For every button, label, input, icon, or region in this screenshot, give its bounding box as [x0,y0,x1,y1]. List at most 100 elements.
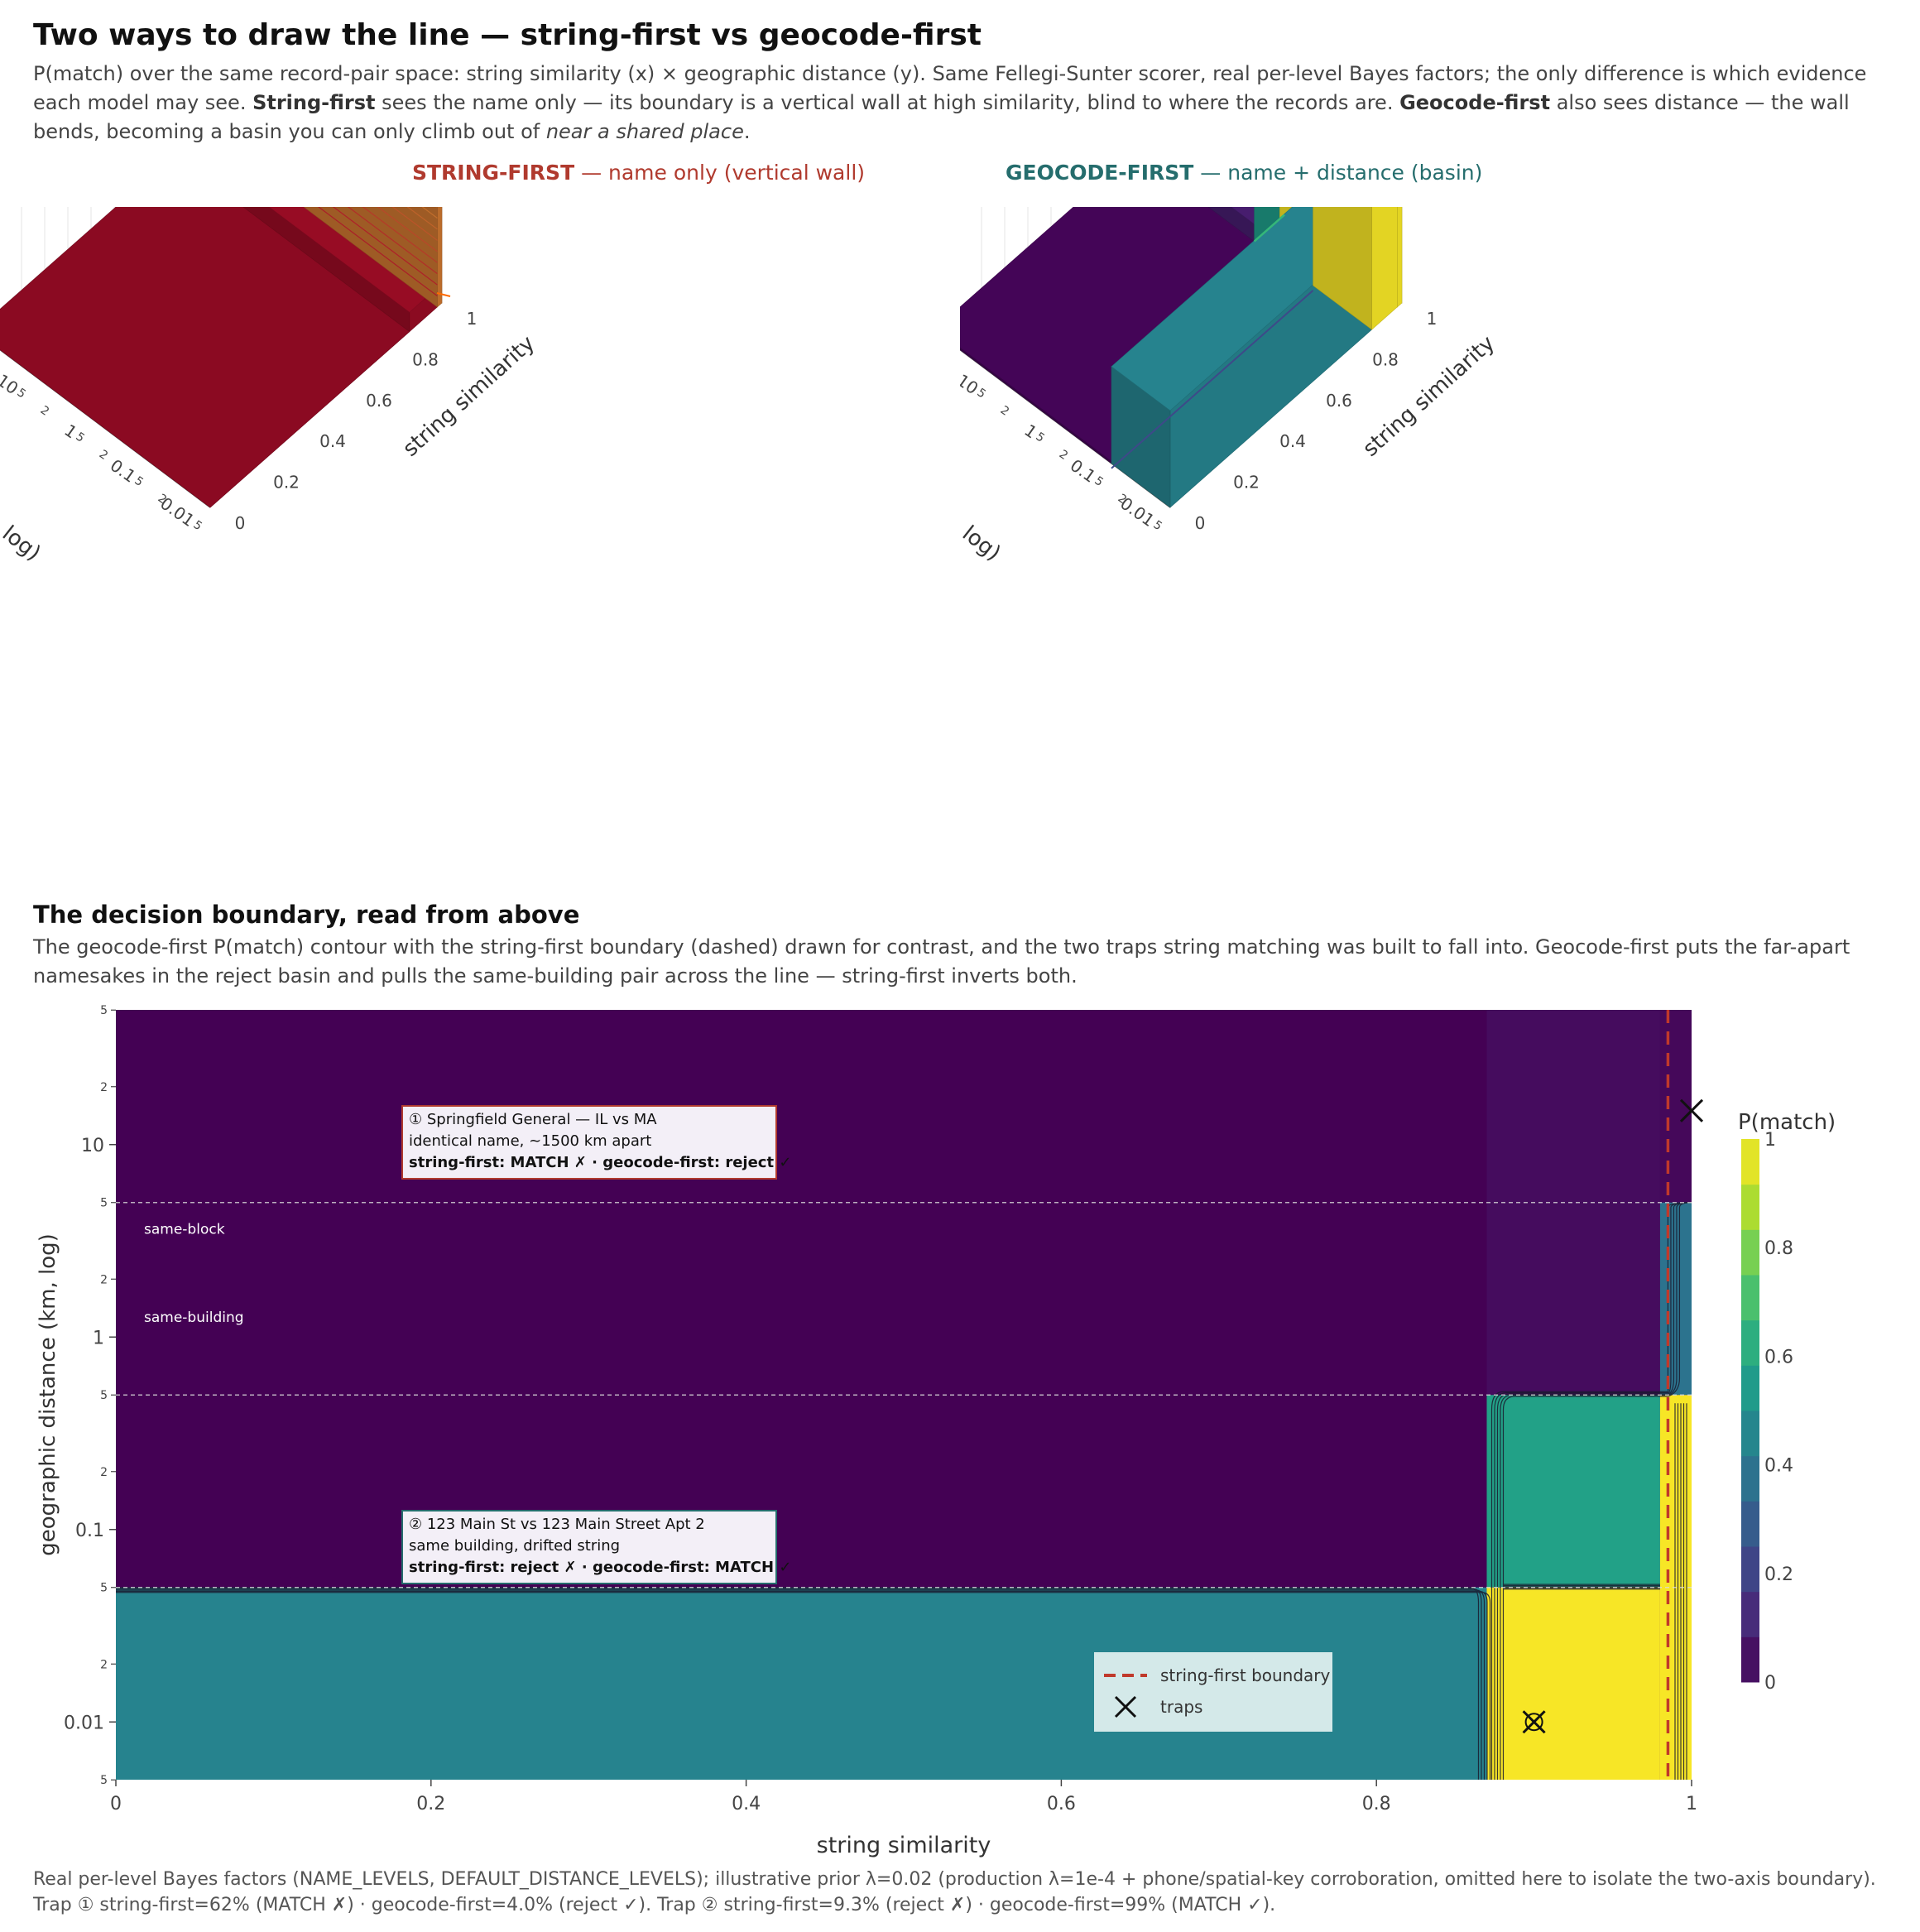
colorbar-band [1741,1636,1759,1683]
colorbar-band [1741,1319,1759,1366]
contour-line [1494,1202,1692,1780]
heatmap-cell-6 [1659,1202,1692,1396]
subtitle-text-4: . [743,120,751,143]
subtitle-italic: near a shared place [545,120,744,143]
trap-marker-stroke [1522,1710,1546,1734]
contour-line [116,1587,1480,1780]
colorbar-tick-label: 0.2 [1764,1564,1793,1585]
sf-x-tick-label: 0.4 [319,431,346,451]
annotation-line: string-first: reject ✗ · geocode-first: … [409,1559,791,1576]
sf-wall-band [318,207,438,296]
sf-wall-band [391,207,438,241]
sf-wall-band [332,207,438,286]
x-axis-label: string similarity [817,1833,991,1858]
legend-label: string-first boundary [1160,1665,1331,1685]
y-tick-label: 0.01 [64,1713,104,1733]
annotation-line: identical name, ~1500 km apart [409,1132,651,1150]
y-axis-label: geographic distance (km, log) [36,1233,60,1556]
gf-x-tick-label: 0.2 [1233,473,1260,493]
string-first-title-bold: STRING-FIRST [412,161,575,185]
contour-line [1490,1202,1692,1780]
sf-d-minor-tick-label: 2 [38,403,51,418]
trap-annotation-2: ② 123 Main St vs 123 Main Street Apt 2 sa… [401,1510,791,1584]
string-first-title-rest: — name only (vertical wall) [574,161,866,185]
distance-level-label: same-building [144,1310,244,1326]
annotation-line: ① Springfield General — IL vs MA [409,1111,657,1128]
y-tick-label: 1 [93,1328,104,1348]
colorbar-title: P(match) [1738,1110,1836,1135]
section-subtitle: The geocode-first P(match) contour with … [33,935,1850,988]
geocode-first-title-rest: — name + distance (basin) [1193,161,1483,185]
gf-d-axis-label: distance (km, log) [960,426,1006,565]
trap-marker-2 [1522,1710,1546,1734]
colorbar-band [1741,1546,1759,1593]
x-tick-label: 1 [1686,1794,1697,1814]
gf-x-tick-label: 0.8 [1372,349,1399,369]
sf-surface-segment-2-front [437,207,443,308]
subtitle-text-1: P(match) over the same record-pair space… [33,62,1867,114]
x-tick-label: 0.6 [1047,1794,1076,1814]
gf-surface-cell-7-front [1371,207,1398,330]
legend-background [1094,1652,1332,1732]
annotation-box [401,1510,777,1584]
x-tick-label: 0.8 [1362,1794,1391,1814]
sf-d-axis-label: distance (km, log) [0,426,46,565]
contour-line [1496,1202,1692,1780]
gf-d-minor-tick-label: 2 [998,403,1011,418]
sf-x-tick-label: 0.8 [412,349,439,369]
sf-wall-band [347,207,438,275]
colorbar-tick-label: 1 [1764,1130,1776,1151]
decision-boundary-heatmap: same-block same-building ① Springfield Gen… [36,1004,1836,1858]
trap-marker-stroke [1679,1098,1704,1122]
contour-line [1502,1202,1692,1780]
y-minor-tick-label: 5 [100,1389,108,1402]
geocode-first-panel-title: GEOCODE-FIRST — name + distance (basin) [1006,161,1482,185]
colorbar-band [1741,1501,1759,1547]
gf-surface-cell-6 [1111,207,1373,508]
gf-floor-contour-blue [1111,290,1314,469]
colorbar-tick-label: 0.4 [1764,1456,1793,1477]
section-title: The decision boundary, read from above [33,901,580,929]
x-tick-label: 0.2 [416,1794,445,1814]
colorbar-band [1741,1455,1759,1502]
sf-x-tick-label: 0.2 [273,473,300,493]
y-tick-label: 10 [81,1136,104,1156]
gf-x-tick-label: 1 [1427,309,1438,329]
sf-surface-segment-0-top [0,207,410,508]
heatmap-cell-4 [1486,1587,1660,1780]
y-minor-tick-label: 5 [100,1774,108,1787]
gf-x-tick-label: 0.6 [1326,391,1352,411]
x-tick-label: 0 [110,1794,122,1814]
y-minor-tick-label: 2 [100,1658,108,1671]
page-subtitle: P(match) over the same record-pair space… [33,60,1887,147]
gf-surface-cell-5-front [1397,207,1403,308]
trap-marker-ring [1524,1713,1543,1732]
trap-marker-1 [1679,1098,1704,1122]
colorbar-band [1741,1229,1759,1276]
contour-line [116,1588,1482,1780]
gf-surface-cell-7-side [1313,207,1372,330]
y-minor-tick-label: 2 [100,1273,108,1286]
subtitle-bold-geocode-first: Geocode-first [1399,91,1551,114]
legend-label: traps [1160,1697,1202,1717]
gf-floor-contour-green [1253,214,1285,243]
colorbar: P(match) 0 0.2 0.4 0.6 0.8 1 [1738,1110,1836,1694]
y-minor-tick-label: 5 [100,1582,108,1595]
gf-x-tick-label: 0.4 [1279,431,1306,451]
geocode-first-title-bold: GEOCODE-FIRST [1006,161,1194,185]
colorbar-tick-label: 0 [1764,1673,1776,1694]
gf-x-tick-label: 0 [1195,513,1206,533]
y-minor-tick-label: 2 [100,1466,108,1479]
gf-surface-cell-6-top [1111,207,1373,411]
subtitle-text-3: also sees distance — the wall bends, bec… [33,91,1850,143]
colorbar-tick-label: 0.8 [1764,1238,1793,1259]
heatmap-legend: string-first boundary traps [1094,1652,1332,1732]
y-minor-tick-label: 2 [100,1081,108,1094]
annotation-line: string-first: MATCH ✗ · geocode-first: r… [409,1154,791,1171]
annotation-line: ② 123 Main St vs 123 Main Street Apt 2 [409,1516,705,1533]
gf-surface-cell-7 [1313,207,1398,330]
annotation-line: same building, drifted string [409,1537,620,1555]
contour-line [1500,1202,1692,1780]
colorbar-band [1741,1365,1759,1411]
